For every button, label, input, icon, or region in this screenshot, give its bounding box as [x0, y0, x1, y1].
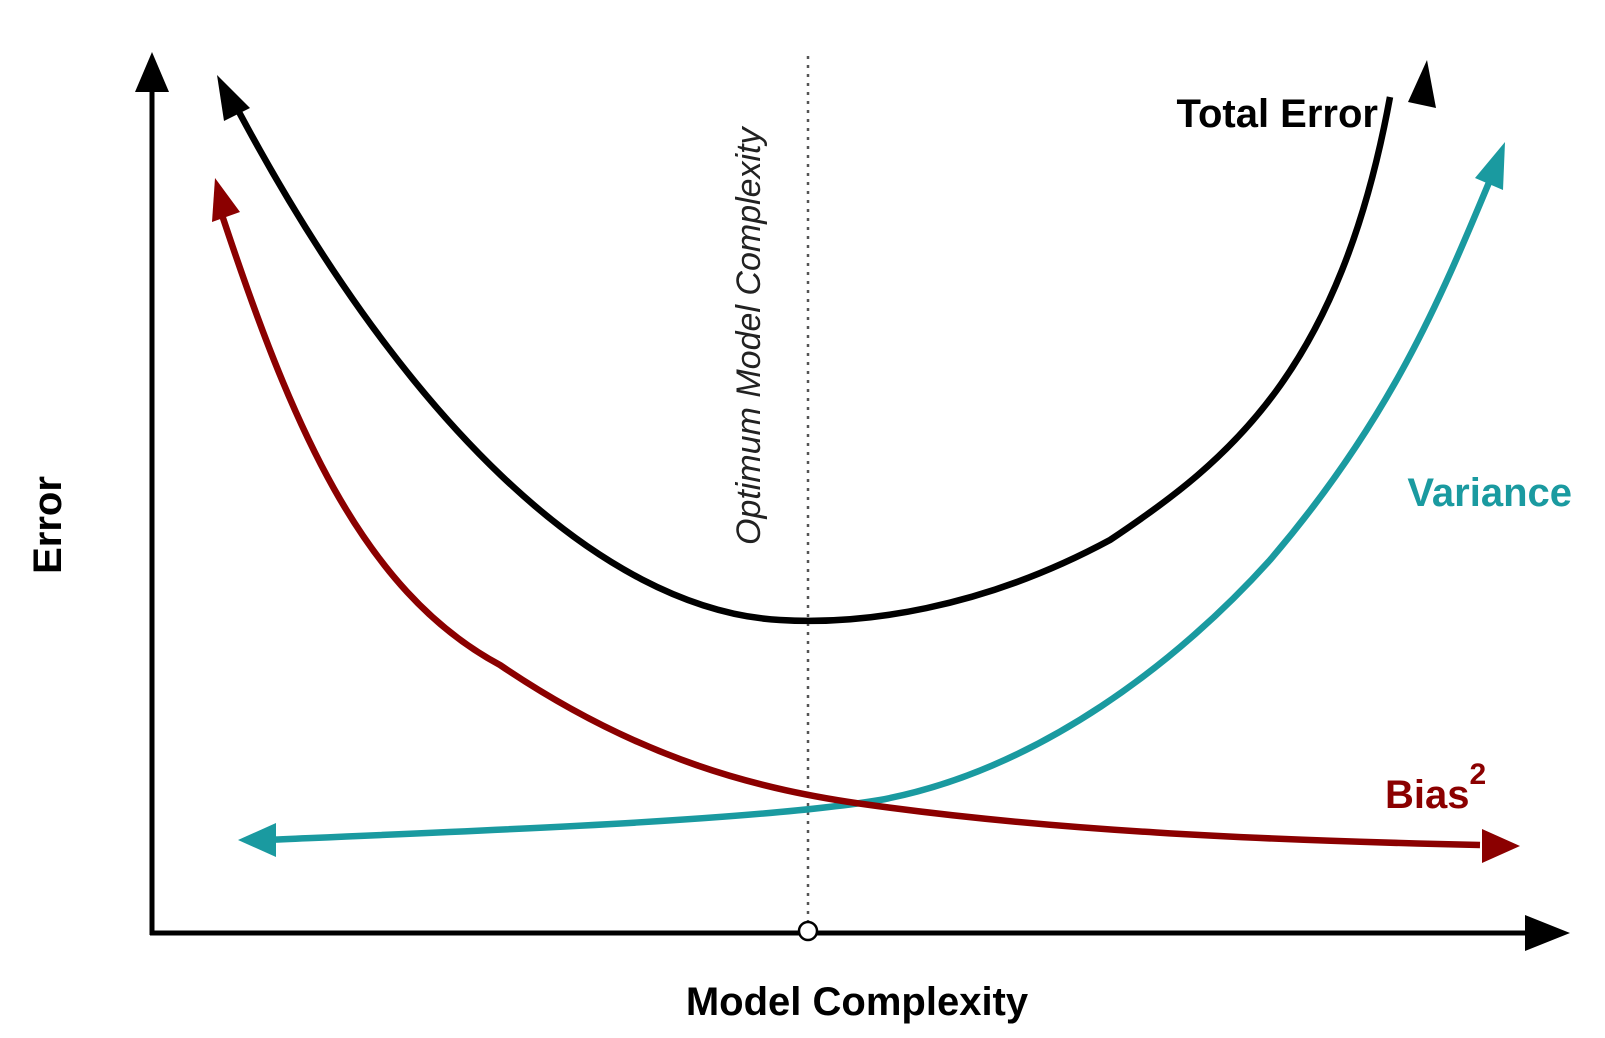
optimum-label: Optimum Model Complexity — [730, 125, 768, 545]
x-axis-arrowhead — [1525, 915, 1570, 951]
y-axis-arrowhead — [135, 52, 169, 92]
total-error-label: Total Error — [1176, 92, 1378, 136]
optimum-marker — [797, 920, 819, 942]
bias-curve — [218, 213, 1481, 849]
total-error-arrowhead-left — [217, 75, 250, 121]
bias-label-superscript: 2 — [1470, 758, 1487, 791]
bias-arrowhead-right — [1482, 829, 1520, 863]
y-axis-label: Error — [26, 476, 70, 574]
axes — [135, 52, 1570, 951]
total-error-arrowhead-right — [1408, 60, 1436, 108]
variance-arrowhead-left — [238, 823, 276, 857]
bias-arrowhead-left — [212, 178, 240, 222]
x-axis-label: Model Complexity — [686, 980, 1029, 1024]
variance-label: Variance — [1407, 471, 1572, 515]
bias-label-text: Bias — [1385, 773, 1470, 817]
variance-curve — [264, 178, 1493, 844]
bias-label: Bias2 — [1385, 758, 1486, 817]
total-error-curve — [227, 93, 1394, 625]
variance-arrowhead-right — [1475, 142, 1505, 190]
